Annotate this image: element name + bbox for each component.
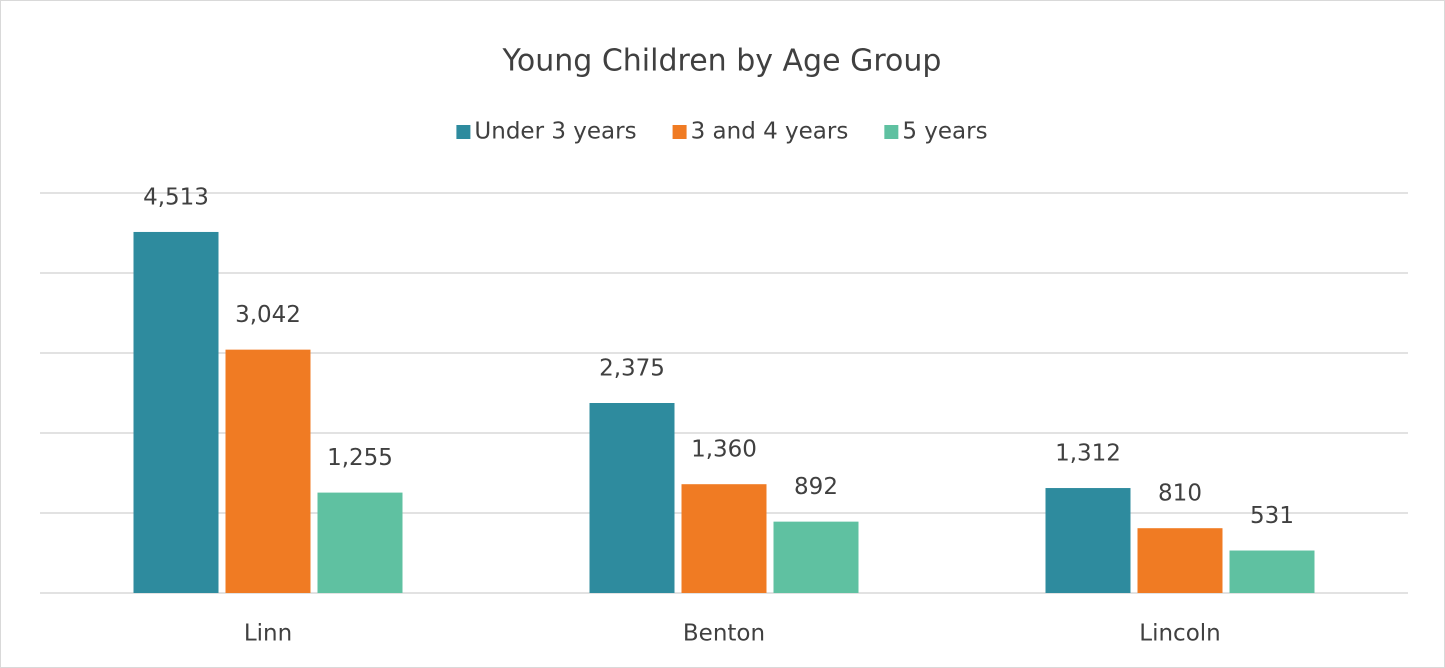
data-label: 810 [1158, 481, 1202, 507]
bar [681, 484, 767, 593]
data-label: 892 [794, 474, 838, 500]
bar [133, 231, 219, 593]
bar [589, 403, 675, 593]
data-label: 4,513 [143, 184, 209, 210]
bar [225, 349, 311, 593]
x-tick-label: Lincoln [1139, 621, 1220, 647]
legend-label: 5 years [902, 119, 987, 145]
bar [1045, 488, 1131, 593]
bar [1137, 528, 1223, 593]
data-label: 3,042 [235, 302, 301, 328]
bar [773, 521, 859, 593]
legend-swatch [672, 125, 687, 139]
data-label: 2,375 [599, 356, 665, 382]
data-label: 1,255 [327, 445, 393, 471]
legend-label: 3 and 4 years [691, 119, 849, 145]
bar [1229, 550, 1315, 593]
data-label: 1,312 [1055, 441, 1121, 467]
legend-swatch [456, 125, 471, 139]
legend-label: Under 3 years [474, 119, 636, 145]
data-label: 531 [1250, 503, 1294, 529]
x-tick-label: Benton [683, 621, 765, 647]
legend-swatch [884, 125, 899, 139]
x-tick-label: Linn [244, 621, 292, 647]
chart-title: Young Children by Age Group [502, 44, 942, 79]
bar [317, 492, 403, 593]
data-label: 1,360 [691, 437, 757, 463]
